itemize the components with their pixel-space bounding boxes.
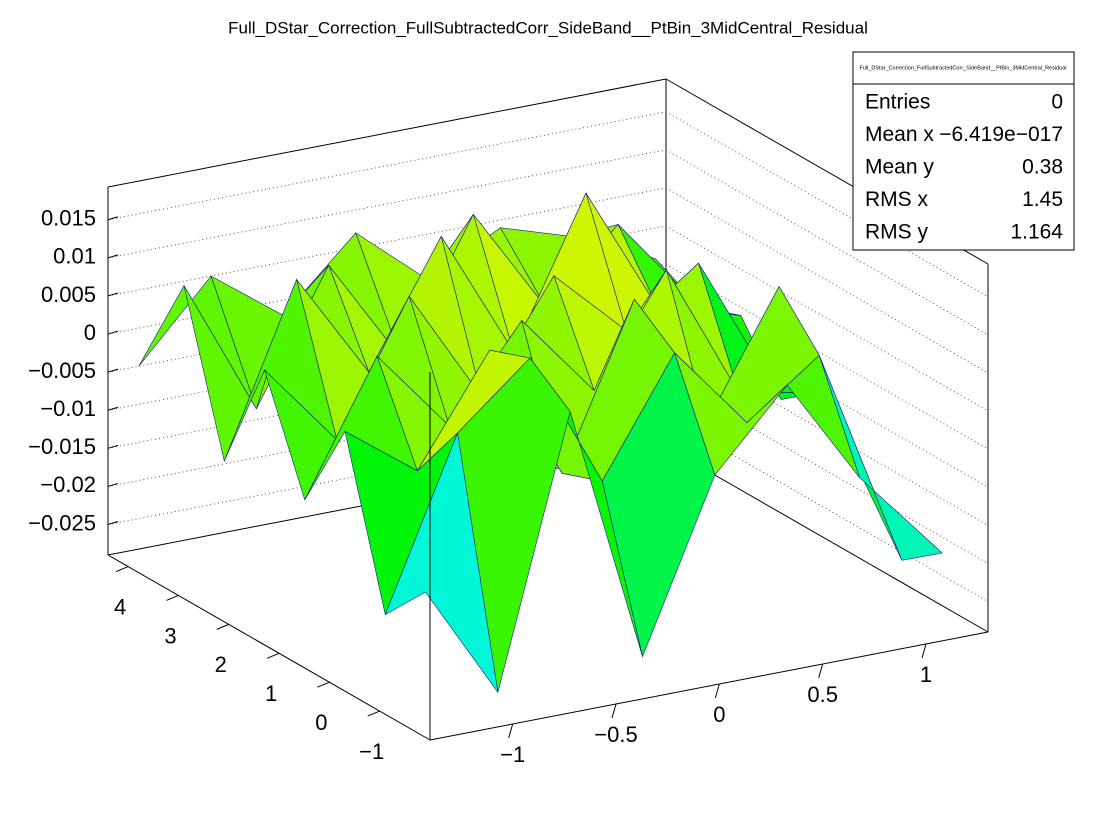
stats-value: 1.45 [1022,188,1063,211]
stats-frame [852,51,1075,251]
z-tick [107,292,119,297]
y-tick-label: 0 [315,710,327,735]
z-tick-label: 0.005 [41,282,96,307]
y-tick-label: −1 [359,739,384,764]
stats-value: 1.164 [1010,221,1063,244]
z-tick-label: −0.005 [28,358,96,383]
y-tick [266,652,280,659]
z-tick-label: −0.02 [40,472,96,497]
x-tick [818,663,824,679]
x-tick [921,643,927,659]
y-tick [166,595,179,601]
x-tick-label: 0.5 [807,682,838,707]
stats-title: Full_DStar_Correction_FullSubtractedCorr… [860,65,1067,71]
x-tick-label: 0 [713,702,725,727]
z-tick [107,406,119,411]
surface [138,192,943,693]
z-tick-label: 0.01 [53,244,96,269]
z-tick [107,482,119,487]
stats-value: 0.38 [1022,156,1063,179]
x-tick-label: −1 [500,742,525,767]
frame-front: −1 −0.5 0 0.5 1 −1 0 1 2 3 4 [107,372,989,767]
x-tick [611,703,617,719]
stats-label: Entries [865,91,930,114]
surface-cell [384,431,499,693]
axis-line [107,554,431,741]
stats-label: RMS y [865,221,929,244]
stats-value: 0 [1051,91,1063,114]
z-tick-label: −0.01 [40,396,96,421]
y-tick-label: 2 [215,652,227,677]
x-tick [714,683,720,699]
stats-label: RMS x [865,188,929,211]
z-tick [107,330,119,335]
chart-title: Full_DStar_Correction_FullSubtractedCorr… [228,18,868,37]
z-tick-label: −0.015 [28,434,96,459]
z-tick-label: 0 [84,320,96,345]
y-tick [115,566,129,573]
grid-line [107,111,667,221]
stats-label: Mean y [865,156,934,179]
y-tick-label: 4 [114,594,126,619]
y-tick-label: 1 [265,681,277,706]
z-tick-label: 0.015 [41,206,96,231]
box-edge [665,446,989,633]
z-tick [107,254,119,259]
z-tick [107,368,119,373]
stats-box: Full_DStar_Correction_FullSubtractedCorr… [852,51,1075,251]
box-edge [107,78,667,188]
x-tick [508,723,514,739]
grid-line [107,187,667,297]
grid-line [107,149,667,259]
z-tick-label: −0.025 [28,510,96,535]
y-tick [216,623,229,630]
stats-value: −6.419e−017 [939,123,1063,146]
z-tick [107,444,119,449]
y-tick-label: 3 [164,623,176,648]
stats-label: Mean x [865,123,934,146]
x-tick-label: 1 [920,662,932,687]
axis-line [429,631,989,741]
z-tick [107,216,119,221]
z-tick [107,521,119,526]
x-tick-label: −0.5 [594,722,637,747]
y-tick [367,710,380,717]
y-tick [317,681,330,688]
